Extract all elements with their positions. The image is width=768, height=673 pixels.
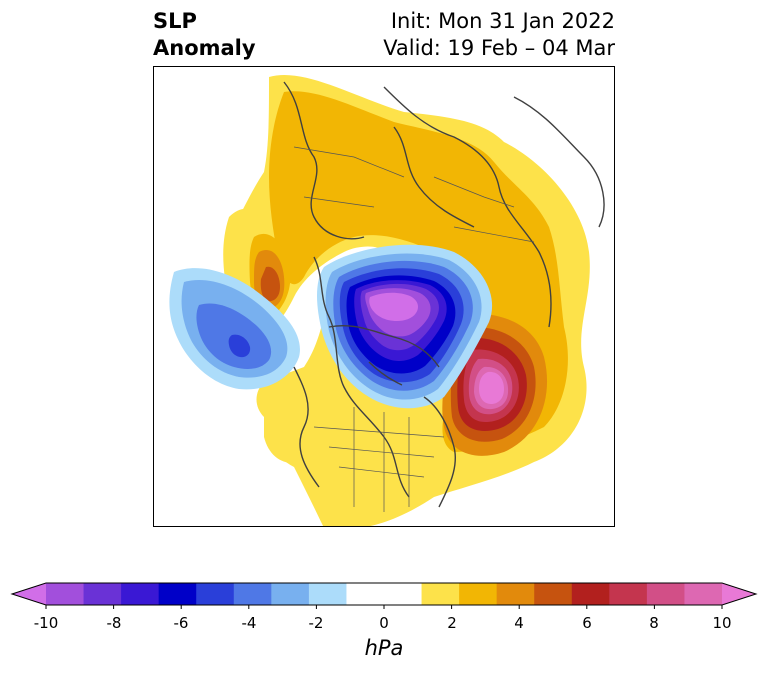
colorbar-bin [121,583,160,605]
colorbar-extend-min [12,583,46,605]
colorbar-bin [384,583,423,605]
colorbar-tick: 8 [649,614,659,632]
colorbar [10,582,758,609]
colorbar-unit-label: hPa [364,636,404,660]
colorbar-bin [571,583,610,605]
colorbar-tick: -10 [33,614,59,632]
colorbar-bin [421,583,460,605]
colorbar-bin [83,583,122,605]
title-variable: SLP [153,9,197,33]
map-canvas [169,75,605,526]
atlantic-high-7 [479,371,504,404]
colorbar-bin [233,583,272,605]
plot-title: SLP Anomaly [153,8,256,62]
colorbar-tick: -2 [308,614,324,632]
colorbar-bin [684,583,723,605]
plot-dates: Init: Mon 31 Jan 2022 Valid: 19 Feb – 04… [383,8,615,62]
colorbar-bin [46,583,85,605]
arctic-low-9 [369,292,418,321]
colorbar-bin [346,583,385,605]
anomaly-pos-1-sw [264,396,320,464]
anomaly-map [153,66,615,527]
init-date: Init: Mon 31 Jan 2022 [390,9,615,33]
colorbar-bin [196,583,235,605]
colorbar-bin [609,583,648,605]
colorbar-tick: 10 [712,614,732,632]
colorbar-bin [308,583,347,605]
colorbar-bin [459,583,498,605]
colorbar-tick: 6 [582,614,592,632]
anomaly-pos-4-west [260,266,280,302]
colorbar-tick: 2 [447,614,457,632]
colorbar-tick: -8 [106,614,122,632]
colorbar-extend-max [722,583,756,605]
pacific-low-4 [228,334,251,358]
colorbar-tick: -4 [241,614,257,632]
colorbar-bin [271,583,310,605]
colorbar-tick: 4 [514,614,524,632]
colorbar-bin [158,583,197,605]
colorbar-bin [534,583,573,605]
colorbar-tick: 0 [379,614,389,632]
colorbar-bin [646,583,685,605]
colorbar-tick: -6 [173,614,189,632]
borders [293,146,535,512]
title-variable-sub: Anomaly [153,36,256,60]
coastlines [283,81,605,508]
colorbar-bin [496,583,535,605]
valid-range: Valid: 19 Feb – 04 Mar [383,36,615,60]
